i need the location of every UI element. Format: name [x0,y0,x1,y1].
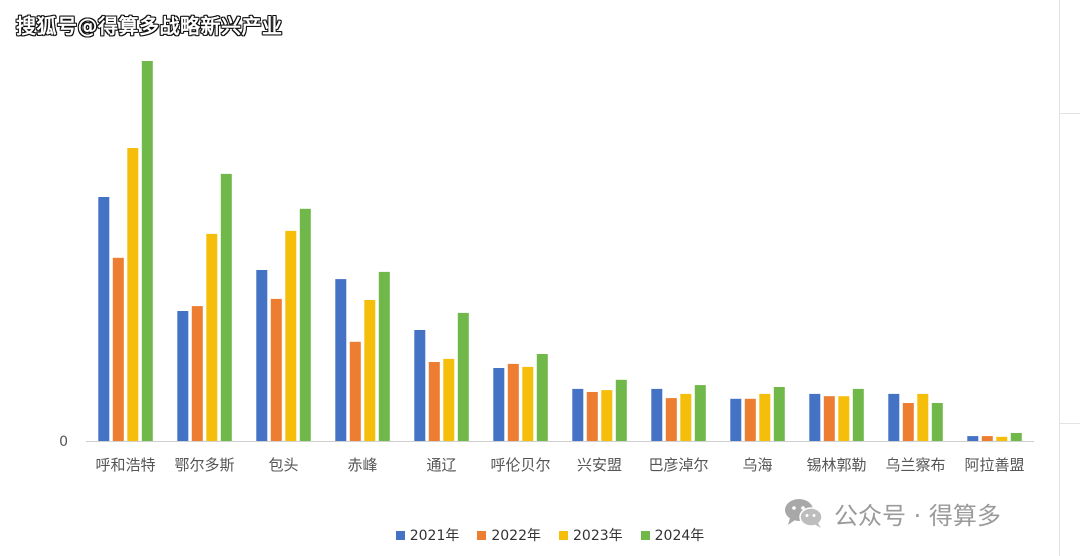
x-tick-label: 巴彦淖尔 [648,456,708,474]
sheet-gridline [1060,423,1080,424]
legend-label: 2024年 [654,528,705,544]
bar [694,385,706,441]
x-tick-label: 鄂尔多斯 [174,456,234,474]
x-tick-label: 呼和浩特 [95,456,155,474]
legend-item: 2022年 [477,525,541,545]
x-tick-label: 通辽 [426,456,456,474]
sheet-gridline [1059,0,1060,556]
legend-label: 2023年 [573,528,623,544]
bar [823,396,835,441]
bar [98,197,110,441]
bar [507,363,519,441]
bar [335,279,347,441]
chart-legend: 2021年 2022年 2023年 2024年 [0,524,1080,546]
bar [730,398,742,441]
wechat-watermark: 公众号 · 得算多 [782,496,1001,530]
bar [112,257,124,441]
bar [572,388,584,441]
bar [680,393,692,441]
bar [177,311,189,441]
sohu-watermark: 搜狐号@得算多战略新兴产业 [16,14,283,38]
bar [536,354,548,441]
bar [996,436,1008,441]
x-tick-label: 乌海 [742,456,772,474]
bar [270,298,282,441]
y-tick-label: 0 [59,434,68,450]
x-tick-label: 乌兰察布 [885,456,945,474]
bar [651,388,663,441]
bar [917,393,929,441]
bar [888,393,900,441]
bar [665,398,677,441]
bar [601,390,613,441]
legend-label: 2021年 [409,528,460,544]
bar [127,148,139,441]
x-tick-label: 阿拉善盟 [964,456,1024,474]
bar [522,366,534,441]
legend-item: 2023年 [559,525,623,545]
bar [414,330,426,441]
bar [349,341,361,441]
x-tick-label: 包头 [268,456,298,474]
bar [141,61,153,441]
bar [744,398,756,441]
legend-swatch [395,530,405,540]
bar [902,403,914,441]
x-tick-label: 锡林郭勒 [806,456,866,474]
bar [206,233,218,441]
bar [586,392,598,441]
x-tick-label: 兴安盟 [577,456,622,474]
legend-swatch [477,530,487,540]
bar [967,436,979,441]
bar [285,230,297,441]
bar [615,379,627,441]
legend-label: 2022年 [491,528,541,544]
sheet-gridline [1060,113,1080,114]
x-tick-label: 呼伦贝尔 [490,456,550,474]
bar [299,208,311,441]
x-tick-label: 赤峰 [347,456,377,474]
bar [443,358,455,441]
bar [759,393,771,441]
bar [931,403,943,441]
wechat-account-label: 公众号 · 得算多 [834,501,1001,530]
bar [852,388,864,441]
bar [378,271,390,441]
bar [364,300,376,441]
bar [220,173,232,441]
legend-swatch [640,530,650,540]
bar [773,387,785,441]
bar [256,270,268,441]
wechat-logo-icon [785,499,823,528]
legend-swatch [559,530,568,540]
bar [191,306,203,441]
bar [838,396,850,441]
bar [809,393,821,441]
bar [428,362,440,441]
bar [457,312,469,441]
bar [981,436,993,441]
bar [1010,433,1022,441]
legend-item: 2024年 [640,525,705,545]
bar [493,368,505,441]
legend-item: 2021年 [395,525,460,545]
